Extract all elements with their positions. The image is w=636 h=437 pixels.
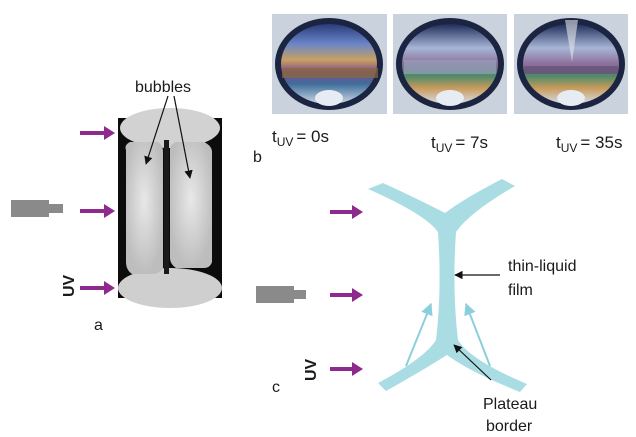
panel-letter-c: c <box>272 379 280 396</box>
uv-arrow <box>330 288 363 302</box>
bubbles-pointer <box>144 95 169 165</box>
plateau-border-shape <box>368 179 527 392</box>
bubbles-pointer <box>173 95 193 179</box>
uv-label: UV <box>61 274 78 297</box>
uv-lamp-icon <box>11 200 63 217</box>
uv-label: UV <box>303 358 320 381</box>
plateau-label-line1: Plateau <box>483 396 537 413</box>
plateau-label-line2: border <box>486 418 533 435</box>
bubbles-label: bubbles <box>135 79 191 96</box>
panel-letter-a: a <box>94 317 103 334</box>
film-label-line1: thin-liquid <box>508 258 576 275</box>
bubble-photo <box>118 108 222 308</box>
uv-arrow <box>330 362 363 376</box>
time-label-1: tUV = 7s <box>431 133 488 155</box>
panel-b: tUV = 0s tUV = 7s tUV = 35s b <box>253 14 628 166</box>
film-photo-0s <box>272 14 387 114</box>
uv-lamp-icon <box>256 286 306 303</box>
film-photo-7s <box>393 14 507 114</box>
panel-letter-b: b <box>253 149 262 166</box>
panel-a: bubbles UV a <box>11 79 222 334</box>
time-label-2: tUV = 35s <box>556 133 622 155</box>
film-label-line2: film <box>508 282 533 299</box>
time-label-0: tUV = 0s <box>272 127 329 149</box>
uv-arrow <box>80 126 115 140</box>
panel-c: UV thin-liquid film Plateau border c <box>256 179 576 435</box>
flow-arrow <box>405 302 433 367</box>
uv-arrow <box>80 204 115 218</box>
uv-arrow <box>80 281 115 295</box>
film-photo-35s <box>514 14 628 114</box>
plateau-pointer <box>453 344 492 381</box>
flow-arrow <box>464 302 491 367</box>
uv-arrow <box>330 205 363 219</box>
